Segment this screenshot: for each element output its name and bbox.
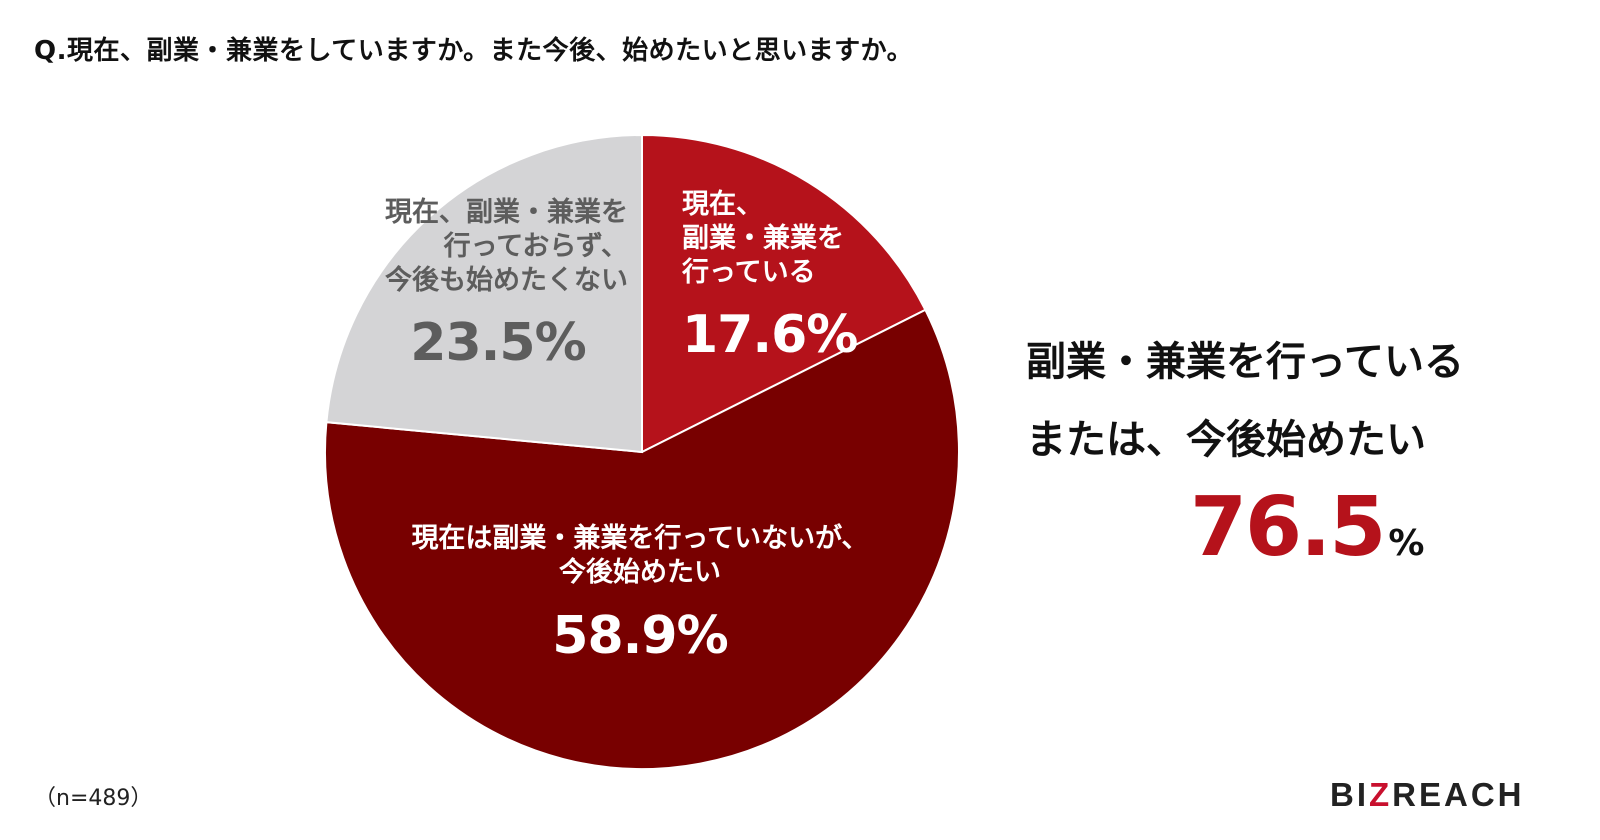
summary-value: 76.5%: [1190, 480, 1424, 575]
slice-label-not-interested-line-2: 行っておらず、: [443, 230, 628, 262]
slice-value-doing: 17.6%: [682, 305, 858, 366]
slice-label-want-to-start: 現在は副業・兼業を行っていないが、 今後始めたい 58.9%: [380, 522, 900, 669]
summary-text: 副業・兼業を行っている または、今後始めたい: [1026, 323, 1464, 479]
summary-value-number: 76.5: [1190, 480, 1386, 575]
slice-label-want-to-start-line-1: 現在は副業・兼業を行っていないが、: [411, 523, 869, 554]
slice-label-doing: 現在、 副業・兼業を 行っている 17.6%: [682, 188, 858, 368]
slice-label-not-interested: 現在、副業・兼業を 行っておらず、 今後も始めたくない 23.5%: [328, 196, 628, 376]
slice-label-doing-line-1: 現在、: [682, 189, 763, 220]
pie-slice-not-interested: [325, 133, 643, 454]
slice-value-want-to-start: 58.9%: [552, 605, 728, 666]
chart-title: Q.現在、副業・兼業をしていますか。また今後、始めたいと思いますか。: [34, 36, 914, 66]
slice-label-doing-line-3: 行っている: [682, 256, 816, 288]
slice-label-not-interested-line-1: 現在、副業・兼業を: [385, 197, 628, 228]
slice-label-doing-line-2: 副業・兼業を: [682, 222, 844, 254]
pie-slice-want-to-start: [324, 308, 960, 770]
bizreach-logo: BIZREACH: [1330, 776, 1525, 813]
slice-value-not-interested: 23.5%: [410, 313, 586, 374]
summary-value-unit: %: [1388, 523, 1425, 564]
sample-size: （n=489）: [34, 786, 153, 811]
slice-label-not-interested-line-3: 今後も始めたくない: [385, 264, 628, 296]
pie-slice-doing: [641, 133, 927, 454]
summary-line-2: または、今後始めたい: [1026, 417, 1426, 463]
slice-label-want-to-start-line-2: 今後始めたい: [559, 556, 721, 588]
summary-line-1: 副業・兼業を行っている: [1026, 339, 1464, 385]
